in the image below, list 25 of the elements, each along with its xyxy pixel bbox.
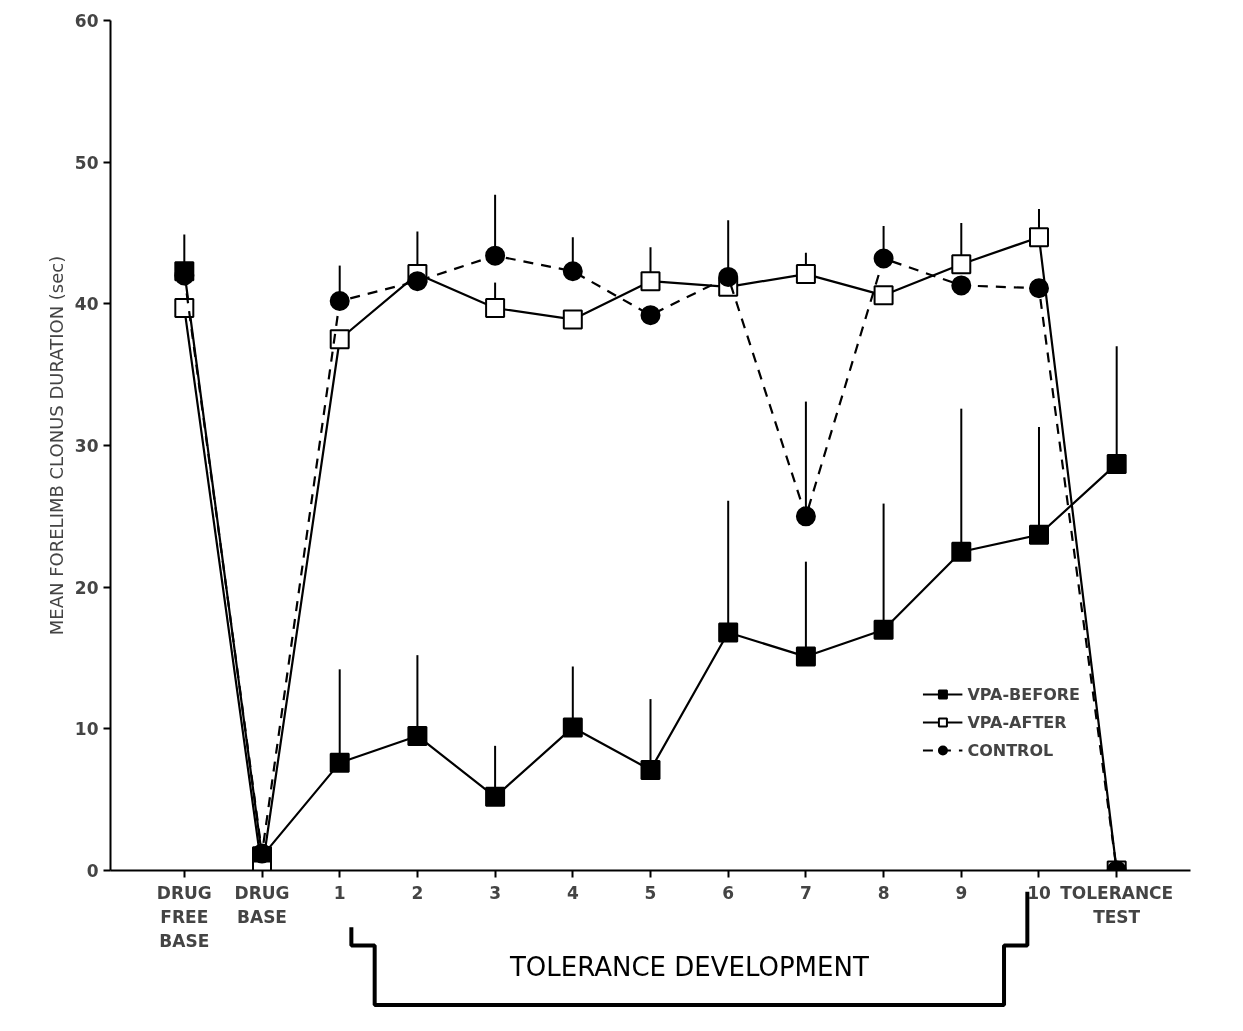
x-tick-label: 3 xyxy=(489,882,502,903)
legend-label: VPA-AFTER xyxy=(967,712,1067,732)
x-tick-label: DRUG FREE BASE xyxy=(156,882,212,951)
legend-label: CONTROL xyxy=(967,740,1054,760)
y-tick-label: 10 xyxy=(74,719,99,740)
x-tick-label: 8 xyxy=(877,882,890,903)
text: TOLERANCE DEVELOPMENT xyxy=(508,951,869,982)
y-tick-label: 0 xyxy=(86,861,99,881)
y-tick-label: 20 xyxy=(74,577,99,598)
x-tick-label: DRUG BASE xyxy=(234,882,290,927)
y-tick-label: 60 xyxy=(74,11,99,31)
x-tick-label: 6 xyxy=(722,882,735,903)
x-tick-label: 1 xyxy=(333,882,346,903)
y-tick-label: 50 xyxy=(74,152,99,173)
x-tick-label: 10 xyxy=(1027,882,1051,903)
x-tick-label: 5 xyxy=(644,882,657,903)
x-tick-label: 7 xyxy=(799,882,812,903)
y-tick-label: 40 xyxy=(74,294,99,315)
y-tick-label: 30 xyxy=(74,436,99,456)
x-tick-label: TOLERANCE TEST xyxy=(1060,882,1174,927)
x-tick-label: 4 xyxy=(566,882,579,903)
legend-label: VPA-BEFORE xyxy=(967,684,1080,704)
x-tick-label: 2 xyxy=(411,882,424,903)
y-axis-title: MEAN FORELIMB CLONUS DURATION (sec) xyxy=(45,255,67,636)
x-tick-label: 9 xyxy=(955,882,968,903)
